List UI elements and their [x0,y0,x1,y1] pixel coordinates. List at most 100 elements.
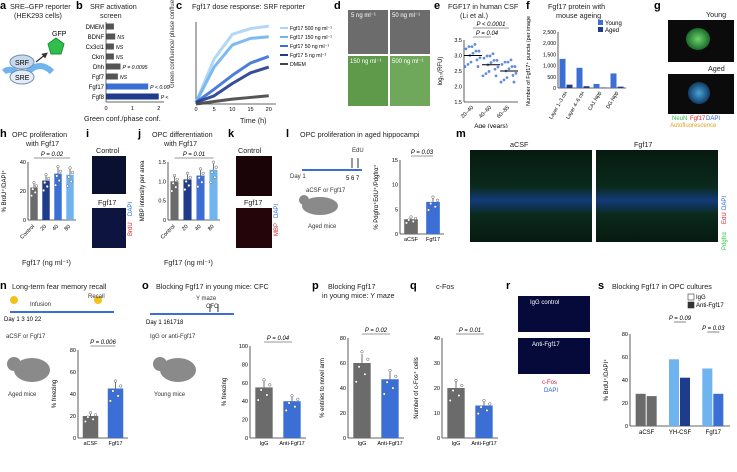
panel-d-letter: d [334,0,341,12]
data-point [489,61,493,64]
data-point [65,184,70,188]
o-mice-label: Young mice [154,392,186,398]
y-tick-label: 40 [434,336,440,342]
data-point [44,173,48,177]
data-point [457,393,461,398]
chart-b: Fgf8 P < 0.0001 Fgf17 P < 0.0001 Fgf7 NS Dhh P … [86,22,170,112]
y-tick-label: 0 [625,424,628,430]
data-point [29,194,34,198]
bar [680,377,690,426]
y-tick-label: 0 [23,218,26,224]
micrograph-g-aged [668,74,734,114]
y-tick-label: 30 [434,361,440,367]
bar [106,63,121,70]
data-point [473,43,477,46]
bar [447,388,465,438]
panel-f-letter: f [526,0,530,12]
data-point [32,181,36,185]
bar [106,23,114,30]
data-point [187,183,191,188]
data-point [388,368,392,372]
significance-label: NS [116,45,124,51]
x-tick-label: YH-CSF [669,430,692,436]
data-point [478,56,482,60]
panel-a-letter: a [0,0,7,12]
bar [669,359,679,426]
data-point [411,219,415,223]
data-point [467,45,471,49]
data-point [433,205,437,209]
data-point [503,60,507,64]
panel-s-letter: s [598,280,605,292]
y-tick-label: 3.5 [454,38,462,44]
data-point [188,175,192,179]
chart-n: 0 20 40 60 80 % freezing aCSF Fgf17 P = 0.006 [52,340,128,447]
data-point [170,189,174,193]
x-tick-label: 20 [266,107,272,113]
category-label: Cx3cl1 [86,45,105,51]
data-point [512,80,516,84]
bar [566,84,573,88]
data-point [31,187,35,191]
y-tick-label: 20 [70,414,76,420]
significance-label: NS [120,75,128,81]
g-stain-fgf17: Fgf17 [690,116,706,122]
y-tick-label: 15 [392,158,398,164]
data-point [293,405,297,409]
y-tick-label: 1,500 [543,52,556,58]
data-point [183,188,187,192]
data-point [116,394,120,398]
data-point [471,51,475,55]
panel-c-ylabel: Green confluence/ phase confluence [170,0,176,88]
panel-j-subtitle: with Fgf17 [164,139,198,148]
p-value-label: P = 0.03 [411,150,434,156]
panel-s-title: Blocking Fgf17 in OPC cultures [612,282,712,291]
category-label: Dhh [93,65,104,71]
data-point [41,188,46,192]
y-axis-label: MBP intensity per area [140,160,146,221]
panel-q-letter: q [410,280,417,292]
m-fgf17-label: Fgf17 [634,140,653,149]
o-timeline-diagram: Day 1 161718 [146,304,234,326]
micrograph-d-50: 50 ng ml⁻¹ [390,10,430,54]
svg-text:5 6 7: 5 6 7 [346,176,360,182]
x-tick-label: 40 [52,224,61,233]
y-tick-label: 2.0 [454,85,462,91]
panel-k-letter: k [228,128,235,140]
legend-label: Fgf17 50 ng ml⁻¹ [290,44,329,50]
data-point [494,74,498,78]
legend-swatch [687,293,695,301]
y-tick-label: 1.5 [158,160,166,166]
data-point [382,392,386,396]
bar [183,179,192,220]
chart-p: 0 20 40 60 80 % entries to novel arm IgG Anti-F… [320,328,404,447]
data-point [509,58,513,62]
k-control-label: Control [238,146,262,155]
n-treat-label: aCSF or Fgf17 [6,334,46,340]
data-point [290,394,294,398]
data-point [33,190,37,194]
panel-r-letter: r [506,280,511,292]
category-label: BDNF [88,35,105,41]
data-point [407,218,411,222]
data-point [184,179,188,183]
panel-b-letter: b [76,0,83,12]
y-tick-label: 80 [622,332,628,338]
sre-gfp-reporter-diagram: SRF SRE GFP [2,31,67,85]
i-fgf17-label: Fgf17 [98,198,117,207]
panel-a-title: SRE–GFP reporter [10,2,71,11]
data-point [265,393,269,397]
y-axis-label: Number of c-Fos⁺ cells [413,357,420,419]
data-point [500,62,504,66]
legend-swatch [598,20,603,25]
data-point [482,399,486,403]
chart-f: 0 500 1,000 1,500 2,000 2,500 Number of Fgf17⁺… [525,16,626,120]
panel-g-letter: g [654,0,661,12]
y-axis-label: % freezing [222,378,228,406]
data-point [451,388,455,393]
x-tick-label: IgG [358,441,367,447]
data-point [502,78,506,82]
y-tick-label: 20 [434,386,440,392]
x-tick-label: Anti-Fgf17 [471,441,496,447]
